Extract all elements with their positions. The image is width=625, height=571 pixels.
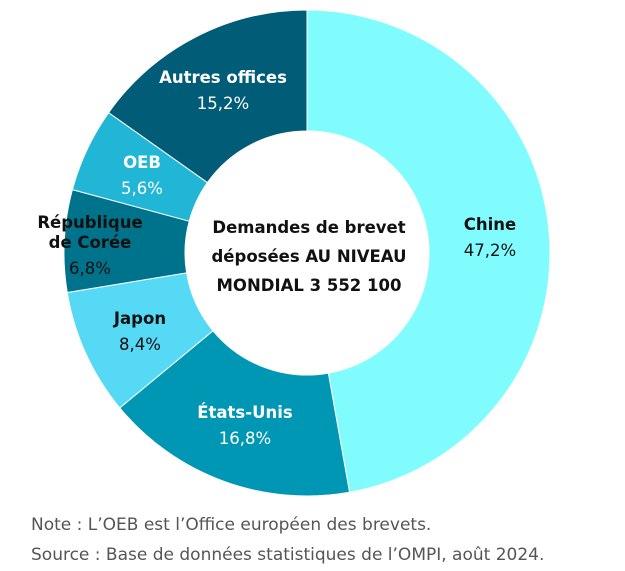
slice-0 (306, 9, 551, 493)
note-text: Note : L’OEB est l’Office européen des b… (31, 515, 432, 535)
slice-name-label: OEB (123, 153, 161, 172)
slice-value-label: 5,6% (121, 179, 163, 198)
slice-name-label: États-Unis (197, 403, 293, 422)
source-text: Source : Base de données statistiques de… (31, 545, 545, 565)
center-label-line-1: Demandes de brevet (212, 218, 405, 237)
slice-value-label: 8,4% (119, 335, 161, 354)
slice-name-label: Japon (113, 309, 166, 328)
slice-name-label: Chine (464, 215, 516, 234)
center-label-line-2: déposées AU NIVEAU (212, 247, 407, 266)
slice-name-label: de Corée (49, 233, 132, 252)
slice-value-label: 47,2% (464, 241, 516, 260)
slice-5 (107, 9, 308, 184)
center-label-line-3: MONDIAL 3 552 100 (217, 276, 402, 295)
slice-value-label: 6,8% (69, 259, 111, 278)
donut-chart: Chine 47,2% États-Unis 16,8% Japon 8,4% Républ… (37, 9, 551, 497)
slice-value-label: 15,2% (197, 94, 249, 113)
slice-name-label: Autres offices (159, 68, 287, 87)
slice-name-label: République (37, 213, 142, 232)
slice-1 (119, 330, 351, 497)
slice-value-label: 16,8% (219, 429, 271, 448)
